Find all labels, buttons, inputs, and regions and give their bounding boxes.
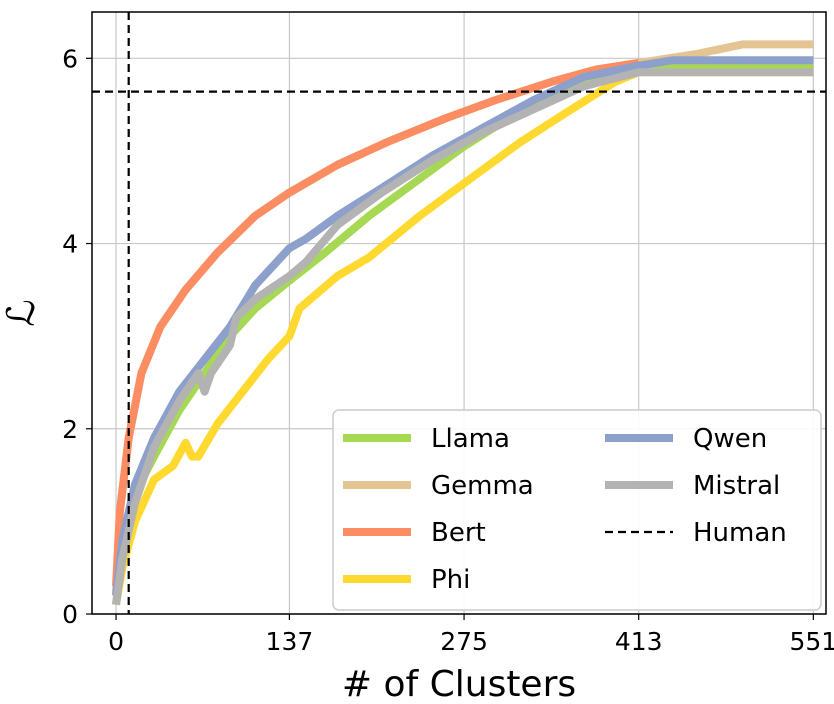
tick-layer: 0 137 275 413 551 0 2 4 6 bbox=[62, 44, 834, 656]
x-axis-label: # of Clusters bbox=[342, 664, 576, 704]
y-tick-label: 6 bbox=[62, 44, 78, 73]
series-line-phi bbox=[112, 68, 814, 606]
series-line-qwen bbox=[112, 56, 814, 596]
series-layer bbox=[112, 40, 814, 606]
y-tick-label: 4 bbox=[62, 230, 78, 259]
y-tick-label: 2 bbox=[62, 415, 78, 444]
x-tick-label: 0 bbox=[108, 627, 124, 656]
legend: Llama Qwen Gemma Mistral Bert Human Phi bbox=[332, 409, 822, 611]
y-tick-label: 0 bbox=[62, 600, 78, 629]
y-axis-label: ℒ bbox=[0, 299, 43, 326]
reference-layer bbox=[92, 12, 826, 614]
x-tick-label: 137 bbox=[266, 627, 314, 656]
x-tick-label: 275 bbox=[440, 627, 488, 656]
legend-label-llama: Llama bbox=[431, 424, 510, 454]
series-line-mistral bbox=[112, 68, 814, 606]
plot-frame bbox=[91, 11, 827, 615]
legend-label-bert: Bert bbox=[431, 518, 486, 548]
legend-label-gemma: Gemma bbox=[431, 471, 534, 501]
legend-label-phi: Phi bbox=[431, 565, 470, 595]
x-tick-label: 551 bbox=[789, 627, 834, 656]
x-tick-label: 413 bbox=[615, 627, 663, 656]
legend-box bbox=[332, 409, 822, 611]
legend-label-mistral: Mistral bbox=[693, 471, 780, 501]
legend-label-human: Human bbox=[693, 518, 787, 548]
legend-label-qwen: Qwen bbox=[693, 424, 767, 454]
